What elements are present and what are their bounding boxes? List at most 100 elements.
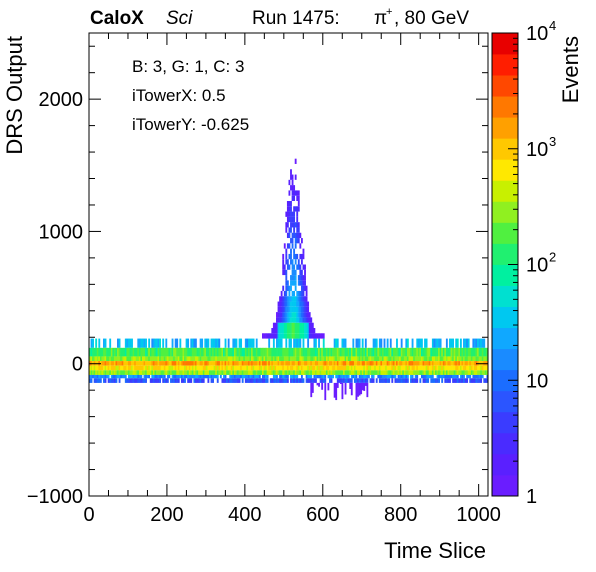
- heatmap-cell: [148, 374, 151, 379]
- heatmap-cell: [297, 232, 300, 239]
- heatmap-cell: [310, 333, 313, 339]
- heatmap-cell: [425, 374, 428, 379]
- heatmap-cell: [308, 322, 311, 328]
- heatmap-cell: [201, 374, 204, 379]
- heatmap-cell: [383, 378, 386, 383]
- heatmap-cell: [425, 338, 428, 348]
- heatmap-cell: [154, 378, 157, 383]
- heatmap-cell: [269, 333, 272, 339]
- heatmap-cell: [134, 347, 137, 357]
- heatmap-cell: [191, 338, 194, 348]
- heatmap-cell: [152, 374, 155, 379]
- heatmap-cell: [112, 347, 115, 357]
- heatmap-cell: [439, 347, 442, 357]
- heatmap-cell: [372, 374, 375, 379]
- heatmap-cell: [461, 365, 464, 371]
- heatmap-cell: [194, 370, 197, 375]
- heatmap-cell: [372, 356, 375, 362]
- heatmap-cell: [300, 347, 303, 357]
- heatmap-cell: [271, 328, 274, 334]
- heatmap-cell: [419, 378, 422, 383]
- heatmap-cell: [294, 361, 297, 366]
- heatmap-cell: [272, 361, 275, 366]
- heatmap-cell: [288, 370, 291, 375]
- heatmap-cell: [349, 361, 352, 366]
- heatmap-cell: [262, 370, 264, 375]
- heatmap-cell: [383, 356, 386, 362]
- heatmap-cell: [227, 347, 230, 357]
- heatmap-cell: [117, 361, 119, 366]
- heatmap-cell: [325, 361, 328, 366]
- heatmap-cell: [238, 378, 241, 383]
- heatmap-cell: [283, 312, 286, 318]
- heatmap-cell: [286, 333, 289, 339]
- heatmap-cell: [194, 356, 197, 362]
- heatmap-cell: [293, 216, 296, 223]
- heatmap-cell: [92, 370, 94, 375]
- heatmap-cell: [445, 374, 448, 379]
- heatmap-cell: [329, 347, 331, 357]
- heatmap-cell: [201, 378, 204, 383]
- heatmap-cell: [199, 338, 202, 348]
- heatmap-cell: [154, 338, 157, 348]
- heatmap-cell: [419, 347, 422, 357]
- heatmap-cell: [152, 370, 155, 375]
- heatmap-cell: [321, 370, 324, 375]
- heatmap-cell: [353, 365, 356, 371]
- heatmap-cell: [294, 285, 297, 291]
- heatmap-cell: [408, 365, 411, 371]
- heatmap-cell: [453, 370, 456, 375]
- x-tick-label: 0: [83, 504, 94, 526]
- heatmap-cell: [104, 365, 107, 371]
- heatmap-cell: [247, 365, 250, 371]
- heatmap-cell: [286, 356, 289, 362]
- heatmap-cell: [478, 347, 481, 357]
- heatmap-cell: [233, 374, 236, 379]
- heatmap-cell: [260, 347, 263, 357]
- heatmap-cell: [449, 361, 451, 366]
- heatmap-cell: [402, 347, 405, 357]
- heatmap-cell: [277, 322, 280, 328]
- heatmap-cell: [389, 365, 392, 371]
- heatmap-cell: [405, 347, 408, 357]
- heatmap-cell: [452, 365, 455, 371]
- heatmap-cell: [177, 361, 180, 366]
- heatmap-cell: [96, 378, 99, 383]
- heatmap-cell: [291, 361, 294, 366]
- heatmap-cell: [126, 370, 129, 375]
- heatmap-cell: [107, 361, 110, 366]
- heatmap-cell: [272, 365, 275, 371]
- heatmap-cell: [107, 356, 110, 362]
- heatmap-cell: [433, 365, 436, 371]
- heatmap-cell: [469, 347, 472, 357]
- heatmap-cell: [174, 361, 177, 366]
- heatmap-cell: [427, 370, 430, 375]
- heatmap-cell: [302, 370, 305, 375]
- heatmap-cell: [123, 374, 126, 379]
- heatmap-cell: [291, 216, 294, 223]
- heatmap-cell: [297, 275, 300, 281]
- heatmap-cell: [127, 365, 130, 371]
- heatmap-cell: [481, 347, 484, 357]
- heatmap-cell: [121, 361, 124, 366]
- heatmap-cell: [414, 374, 417, 379]
- heatmap-cell: [307, 306, 310, 313]
- heatmap-cell: [98, 374, 101, 379]
- run-label: Run 1475:: [252, 8, 340, 29]
- colorbar-segment: [492, 390, 518, 413]
- heatmap-cell: [294, 365, 297, 371]
- heatmap-cell: [416, 365, 419, 371]
- heatmap-cell: [380, 365, 383, 371]
- heatmap-cell: [156, 338, 158, 348]
- heatmap-cell: [166, 361, 169, 366]
- heatmap-cell: [184, 378, 186, 383]
- heatmap-cell: [436, 361, 439, 366]
- heatmap-cell: [124, 365, 127, 371]
- colorbar-segment: [492, 474, 518, 497]
- heatmap-cell: [285, 361, 288, 366]
- heatmap-cell: [291, 264, 294, 270]
- heatmap-cell: [184, 347, 186, 357]
- heatmap-cell: [396, 347, 398, 357]
- heatmap-cell: [168, 347, 171, 357]
- heatmap-cell: [160, 374, 163, 379]
